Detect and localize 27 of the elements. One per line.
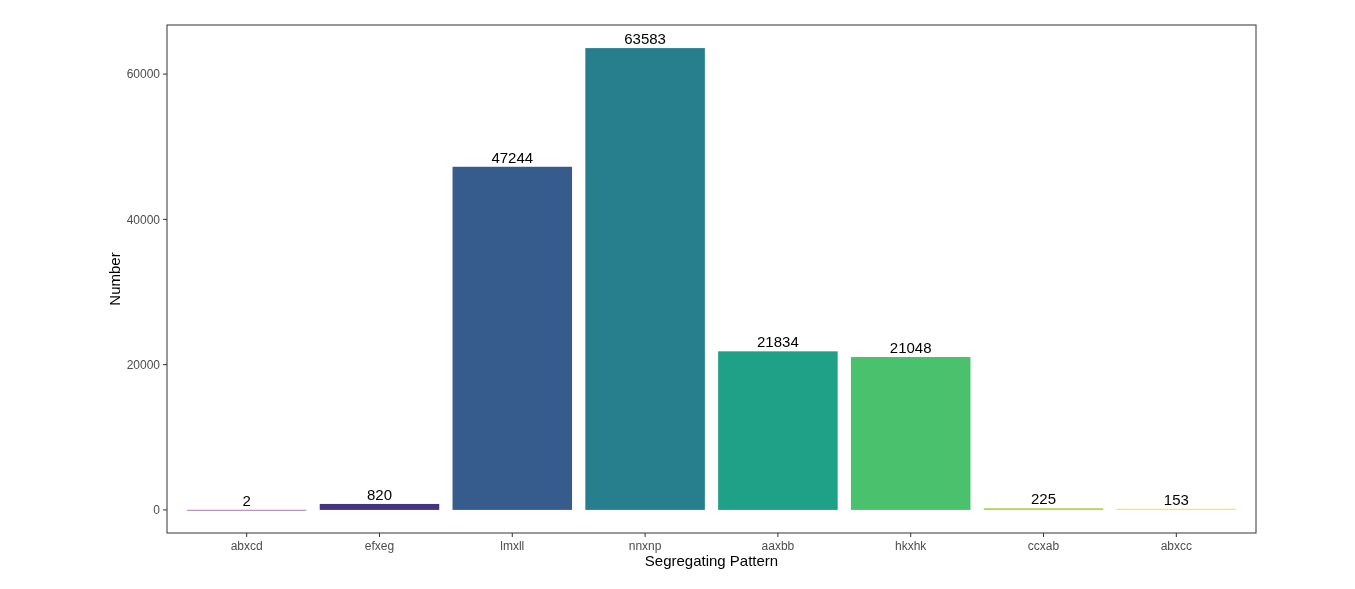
bar: [585, 48, 705, 510]
y-tick-label: 60000: [126, 67, 161, 82]
data-label: 47244: [491, 148, 534, 166]
x-tick-label: abxcd: [230, 539, 263, 553]
bar: [850, 357, 971, 510]
data-label: 2: [242, 491, 251, 509]
bar: [718, 351, 838, 510]
data-label: 153: [1163, 490, 1189, 508]
y-tick-label: 20000: [126, 357, 161, 372]
x-tick-label: efxeg: [364, 539, 395, 553]
x-tick-label: ccxab: [1027, 539, 1060, 553]
bar: [452, 166, 573, 510]
data-label: 21048: [889, 339, 932, 357]
x-tick-label: nnxnp: [628, 539, 662, 553]
data-label: 820: [366, 485, 392, 503]
y-axis-title: Number: [106, 252, 123, 306]
y-tick-label: 0: [153, 503, 161, 518]
x-tick-label: hkxhk: [895, 539, 928, 553]
x-tick-label: aaxbb: [761, 539, 795, 553]
data-label: 225: [1031, 490, 1057, 508]
y-tick-label: 40000: [126, 212, 161, 227]
x-tick-label: lmxll: [500, 539, 525, 553]
data-label: 63583: [624, 30, 666, 48]
bar: [319, 503, 440, 510]
x-tick-label: abxcc: [1160, 539, 1192, 553]
data-label: 21834: [757, 333, 799, 351]
x-axis-title: Segregating Pattern: [644, 552, 779, 569]
